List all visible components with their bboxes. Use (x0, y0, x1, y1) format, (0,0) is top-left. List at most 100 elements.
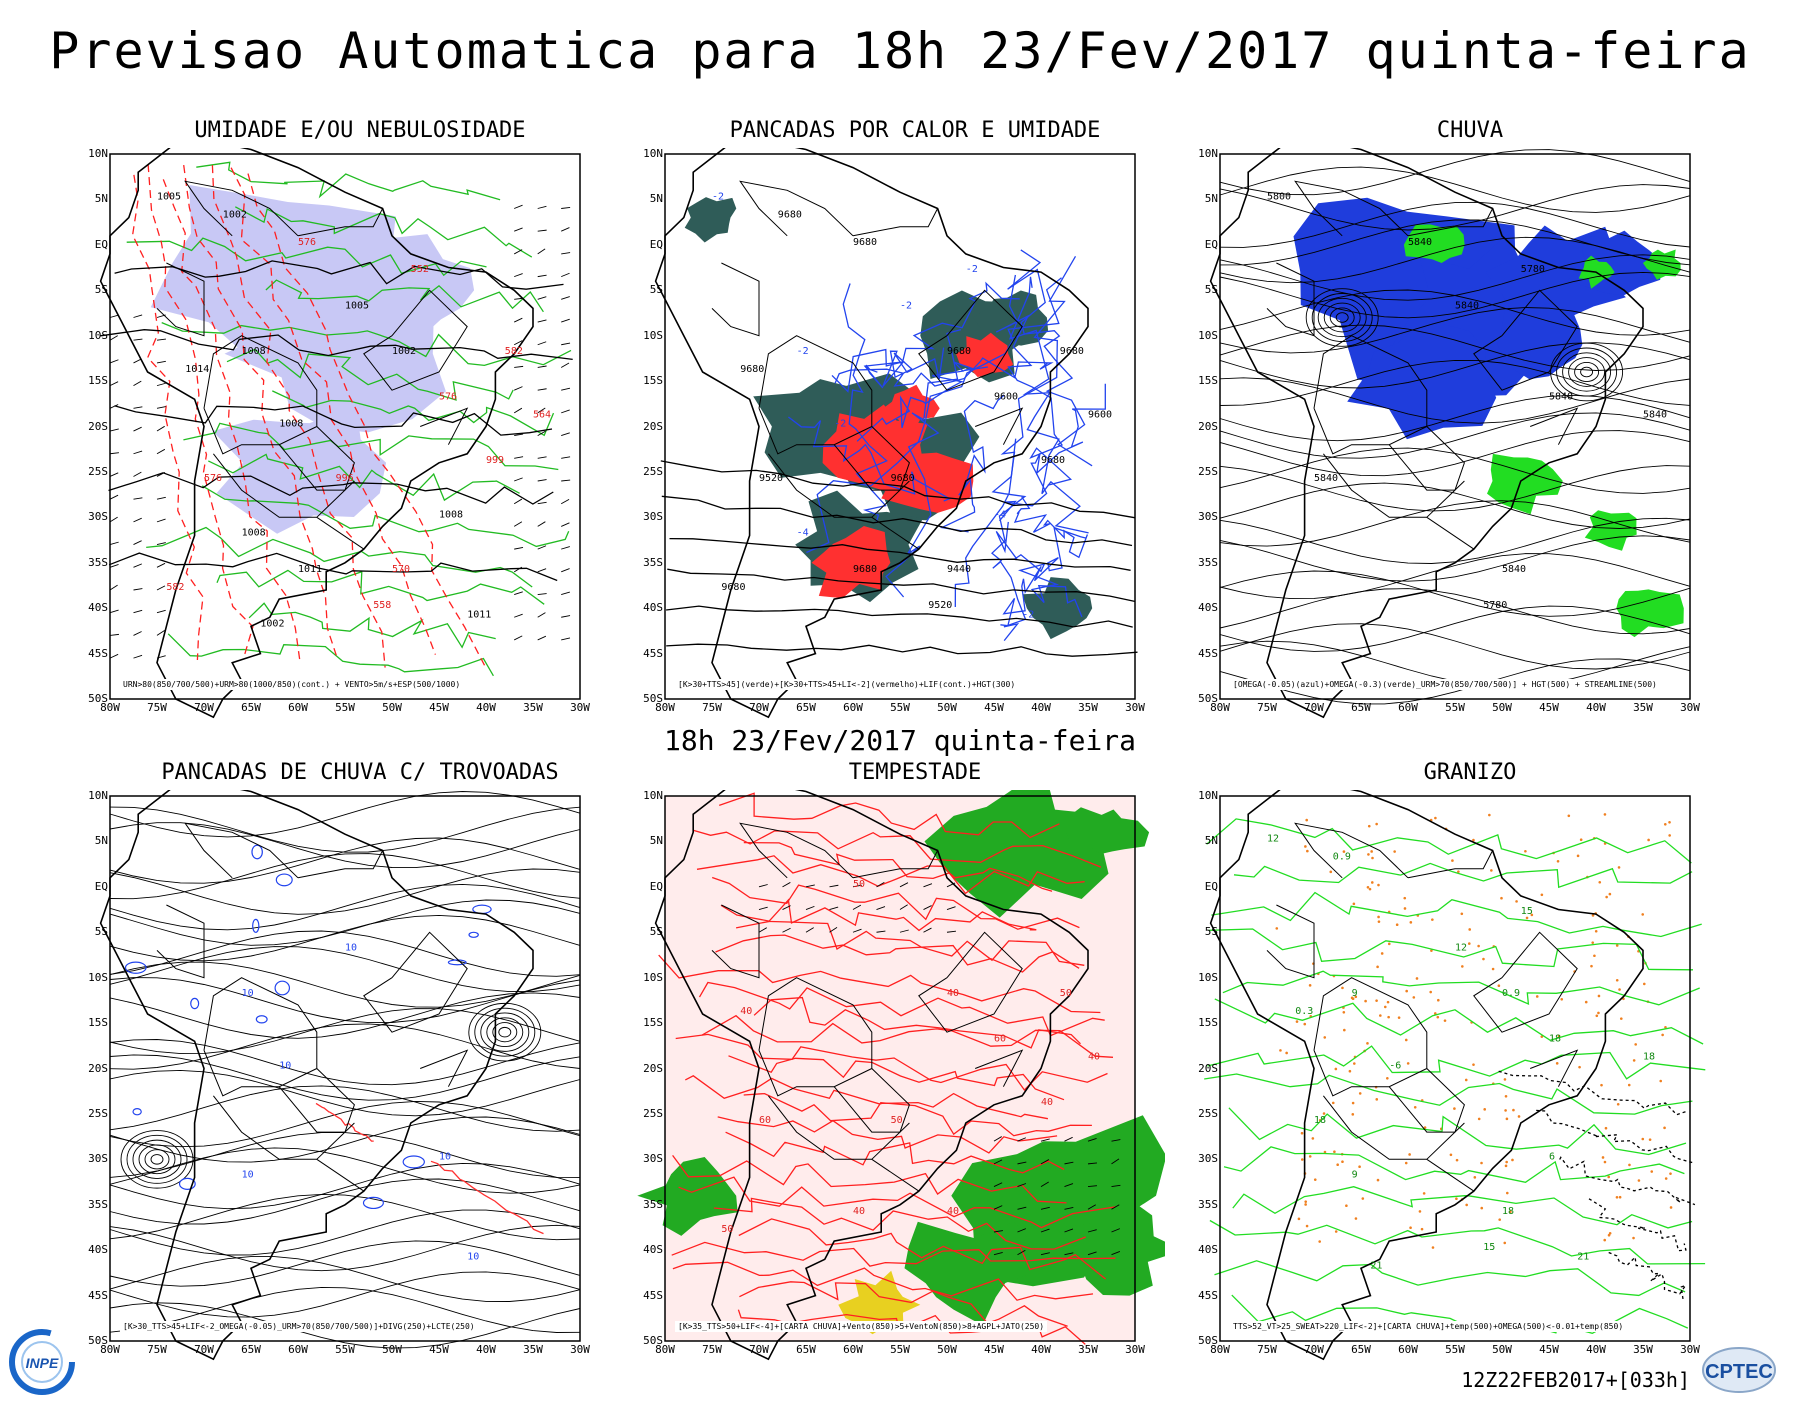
longitude-label: 75W (1257, 1343, 1277, 1356)
contour-label: 1005 (157, 191, 181, 202)
wind-vector (805, 927, 814, 933)
height-contour (666, 643, 1138, 657)
circulation-center (1329, 307, 1355, 328)
hail-risk-point (1375, 822, 1378, 826)
streamline (1219, 394, 1691, 442)
country-border (316, 1158, 365, 1192)
hail-risk-point (1403, 896, 1407, 900)
streamline (109, 1302, 581, 1349)
wind-vector (514, 227, 523, 232)
hail-risk-point (1343, 1028, 1346, 1032)
contour-label: 10 (242, 1170, 254, 1181)
humidity-contour (146, 526, 533, 588)
coastline (99, 148, 534, 719)
wind-vector (537, 479, 547, 482)
latitude-label: 10S (643, 970, 663, 984)
streamline (1219, 219, 1691, 266)
latitude-label: 30S (88, 1152, 108, 1166)
contour-label: 5840 (1643, 409, 1667, 420)
longitude-label: 65W (796, 1343, 816, 1356)
wind-vector (852, 904, 862, 910)
contour-label: 9680 (721, 582, 745, 593)
hail-risk-point (1351, 1113, 1355, 1116)
hail-risk-point (1333, 1150, 1336, 1153)
contour-label: 9520 (928, 600, 952, 611)
temperature-contour (717, 1116, 1058, 1154)
latitude-label: 5S (649, 283, 663, 297)
longitude-label: 55W (1445, 1343, 1465, 1356)
contour-label: 50 (721, 1224, 733, 1235)
contour-label: 582 (505, 346, 523, 357)
hail-risk-point (1443, 1019, 1447, 1022)
longitude-label: 45W (429, 1343, 449, 1356)
hail-risk-point (1304, 845, 1307, 848)
hail-risk-point (1303, 1022, 1307, 1026)
hail-risk-point (1420, 1227, 1424, 1231)
hail-risk-point (1540, 1035, 1544, 1038)
streamline (1219, 500, 1691, 547)
hail-risk-point (1387, 1015, 1390, 1019)
coastline (99, 790, 534, 1361)
hail-risk-point (1603, 1238, 1607, 1242)
latitude-label: 50S (1198, 692, 1218, 705)
streamline (1219, 465, 1691, 512)
circulation-center (150, 1154, 164, 1165)
contour-label: 558 (373, 600, 391, 611)
wind-vector (109, 516, 118, 523)
latitude-label: 5S (1204, 283, 1218, 297)
height-contour (661, 495, 1133, 547)
wind-vector (537, 456, 547, 459)
coastline (1209, 148, 1644, 719)
wind-vector (537, 365, 547, 368)
hail-risk-point (1364, 999, 1367, 1003)
latitude-label: 45S (1198, 1288, 1218, 1302)
contour-label: 50 (1060, 988, 1072, 999)
wind-vector (1111, 1184, 1121, 1188)
latitude-label: 50S (643, 692, 663, 705)
streamline (109, 1147, 581, 1194)
wind-vector (1087, 1229, 1097, 1233)
streamline (109, 1023, 581, 1070)
wind-vector (1111, 1204, 1120, 1210)
wind-vector (514, 365, 524, 368)
wind-vector (133, 358, 142, 364)
thickness-contour (183, 165, 337, 656)
wind-vector (1064, 1228, 1074, 1233)
hail-risk-point (1430, 949, 1433, 952)
hail-risk-point (1483, 1108, 1487, 1111)
contour-label: -2 (900, 300, 912, 311)
hail-risk-point (1370, 881, 1374, 884)
temperature-contour (1211, 891, 1702, 938)
hail-risk-point (1597, 1011, 1600, 1015)
divergence-contour (274, 980, 291, 996)
wind-area (1056, 1200, 1165, 1296)
streamline (109, 1039, 581, 1086)
longitude-label: 35W (523, 1343, 543, 1356)
hail-risk-point (1650, 1170, 1654, 1173)
panel-caption: [K>30+TTS>45](verde)+[K>30+TTS>45+LI<-2]… (675, 679, 1019, 690)
latitude-label: 5S (1204, 925, 1218, 939)
hail-risk-point (1525, 916, 1529, 920)
hail-risk-point (1500, 896, 1503, 900)
longitude-label: 70W (1304, 1343, 1324, 1356)
circulation-center (1568, 357, 1606, 387)
circulation-center (1574, 361, 1600, 383)
longitude-label: 65W (1351, 701, 1371, 714)
hail-risk-point (1503, 1078, 1507, 1081)
contour-label: 60 (759, 1115, 771, 1126)
contour-label: 9600 (994, 391, 1018, 402)
divergence-contour (362, 1196, 384, 1210)
panel-caption: [K>35_TTS>50+LIF<-4]+[CARTA CHUVA]+Vento… (675, 1321, 1048, 1332)
latitude-label: 50S (88, 1334, 108, 1347)
hail-risk-point (1375, 1098, 1379, 1101)
thickness-contour (247, 173, 486, 668)
hail-risk-point (1304, 1203, 1307, 1206)
country-border (1530, 1049, 1579, 1087)
hail-risk-point (1517, 1115, 1521, 1118)
wind-vector (561, 522, 570, 527)
longitude-label: 80W (1210, 1343, 1230, 1356)
contour-label: 5840 (1314, 473, 1338, 484)
longitude-label: 65W (241, 1343, 261, 1356)
hail-risk-point (1504, 1109, 1507, 1112)
hail-risk-point (1334, 1067, 1338, 1071)
